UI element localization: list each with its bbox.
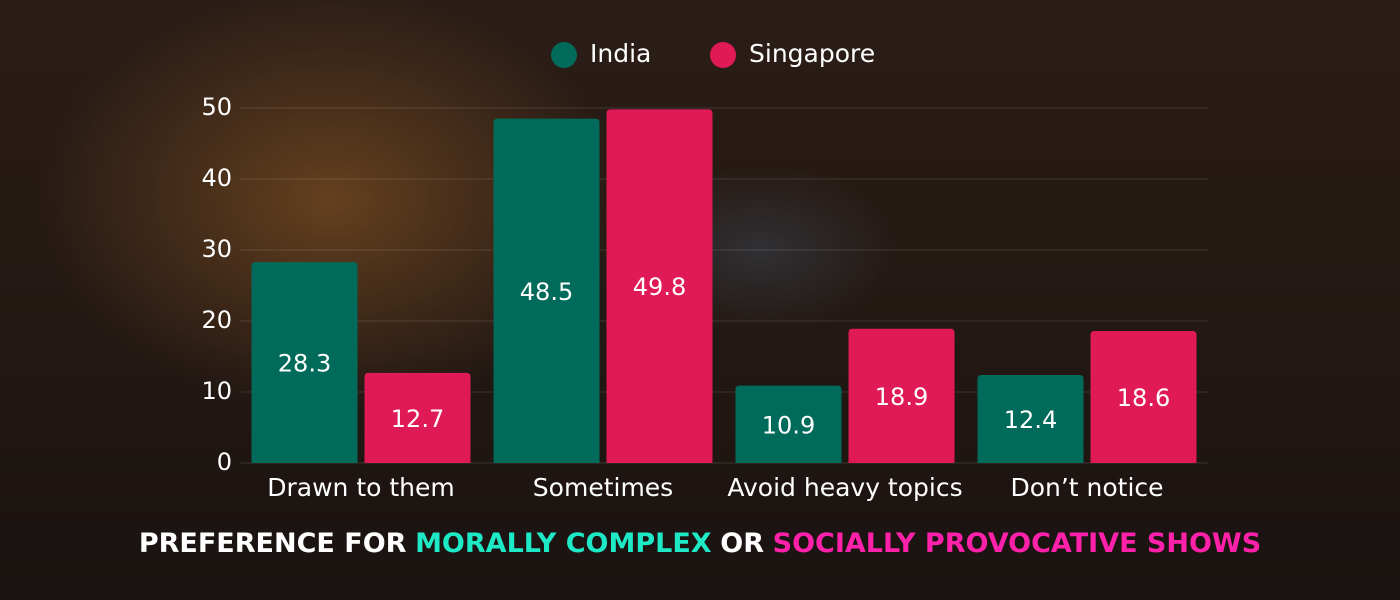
x-tick-label: Don’t notice xyxy=(1010,473,1163,502)
title-segment: OR xyxy=(720,528,764,559)
legend-label: India xyxy=(590,39,651,68)
x-tick-label: Avoid heavy topics xyxy=(727,473,962,502)
y-tick-label: 50 xyxy=(201,93,232,121)
legend-label: Singapore xyxy=(749,39,875,68)
value-label: 12.7 xyxy=(391,405,444,433)
title-segment: MORALLY COMPLEX xyxy=(415,528,712,559)
bar xyxy=(251,262,358,463)
y-tick-label: 10 xyxy=(201,377,232,405)
bar xyxy=(977,374,1084,463)
bar xyxy=(493,118,600,464)
value-label: 48.5 xyxy=(520,278,573,306)
y-tick-label: 20 xyxy=(201,306,232,334)
legend-swatch xyxy=(710,42,736,68)
value-label: 18.6 xyxy=(1117,384,1170,412)
value-label: 10.9 xyxy=(762,411,815,439)
y-tick-label: 30 xyxy=(201,235,232,263)
value-label: 49.8 xyxy=(633,273,686,301)
x-tick-label: Drawn to them xyxy=(267,473,455,502)
chart-title: PREFERENCE FOR MORALLY COMPLEX OR SOCIALLY … xyxy=(0,528,1400,559)
title-segment: SOCIALLY PROVOCATIVE SHOWS xyxy=(772,528,1262,559)
y-tick-label: 40 xyxy=(201,164,232,192)
legend-swatch xyxy=(551,42,577,68)
bar xyxy=(848,328,955,463)
bar xyxy=(606,109,713,464)
value-label: 12.4 xyxy=(1004,406,1057,434)
bar xyxy=(364,372,471,463)
bar xyxy=(1090,330,1197,463)
value-label: 18.9 xyxy=(875,383,928,411)
bar xyxy=(735,385,842,463)
x-tick-label: Sometimes xyxy=(533,473,673,502)
y-tick-label: 0 xyxy=(217,448,232,476)
title-segment: PREFERENCE FOR xyxy=(138,528,407,559)
value-label: 28.3 xyxy=(278,350,331,378)
